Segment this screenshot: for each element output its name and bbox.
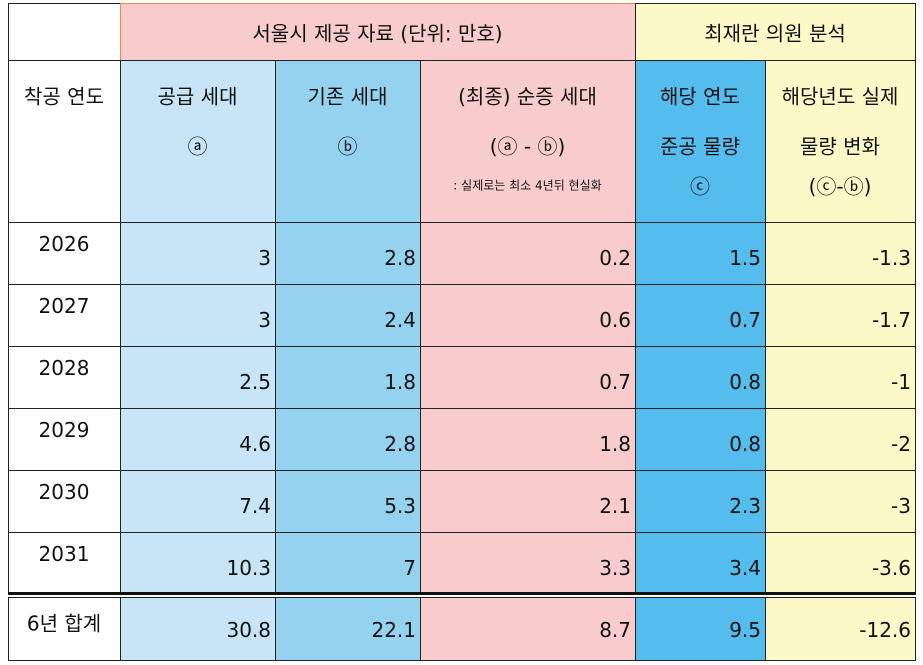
cell-value: 1.5 bbox=[729, 246, 761, 270]
table-cell bbox=[635, 408, 766, 471]
cell-value: 0.7 bbox=[729, 308, 761, 332]
table-cell bbox=[420, 284, 636, 347]
table-cell bbox=[635, 597, 766, 661]
cell-value: 3 bbox=[258, 308, 271, 332]
column-label: 준공 물량 bbox=[660, 134, 740, 159]
table-cell bbox=[420, 408, 636, 471]
column-header bbox=[120, 60, 276, 223]
column-label: ⓐ bbox=[187, 134, 208, 159]
table-cell bbox=[120, 346, 276, 409]
table-cell bbox=[635, 470, 766, 533]
cell-value: 7 bbox=[403, 556, 416, 580]
column-label: (최종) 순증 세대 bbox=[458, 84, 597, 109]
column-label: ⓑ bbox=[337, 134, 358, 159]
year-label: 2031 bbox=[38, 542, 90, 566]
table-cell bbox=[765, 346, 916, 409]
table-cell bbox=[8, 222, 121, 285]
table-cell bbox=[765, 597, 916, 661]
total-value: 22.1 bbox=[371, 618, 416, 642]
total-value: -12.6 bbox=[859, 618, 911, 642]
column-label: 공급 세대 bbox=[157, 84, 238, 109]
total-value: 9.5 bbox=[729, 618, 761, 642]
cell-value: 2.8 bbox=[384, 432, 416, 456]
year-label: 2026 bbox=[38, 232, 90, 256]
column-label: 착공 연도 bbox=[24, 84, 104, 109]
cell-value: 2.1 bbox=[599, 494, 631, 518]
year-label: 2028 bbox=[38, 356, 90, 380]
column-header bbox=[765, 60, 916, 223]
column-label: (ⓒ-ⓑ) bbox=[808, 174, 872, 199]
header-blank bbox=[8, 3, 121, 61]
table-cell bbox=[765, 532, 916, 595]
separator bbox=[8, 592, 916, 595]
column-header bbox=[420, 60, 636, 223]
column-label: ⓒ bbox=[690, 174, 710, 199]
table-cell bbox=[120, 597, 276, 661]
column-label: 기존 세대 bbox=[307, 84, 388, 109]
cell-value: 0.8 bbox=[729, 432, 761, 456]
cell-value: -3.6 bbox=[871, 556, 911, 580]
cell-value: 7.4 bbox=[239, 494, 271, 518]
group-header bbox=[635, 3, 916, 61]
column-label: (ⓐ - ⓑ) bbox=[489, 134, 566, 159]
cell-value: 3 bbox=[258, 246, 271, 270]
total-value: 30.8 bbox=[226, 618, 271, 642]
table-cell bbox=[635, 284, 766, 347]
total-value: 8.7 bbox=[599, 618, 631, 642]
column-header bbox=[275, 60, 421, 223]
group-header bbox=[120, 3, 636, 61]
table-cell bbox=[420, 470, 636, 533]
table-cell bbox=[275, 532, 421, 595]
table-cell bbox=[8, 408, 121, 471]
cell-value: 0.7 bbox=[599, 370, 631, 394]
cell-value: 3.4 bbox=[729, 556, 761, 580]
cell-value: 10.3 bbox=[226, 556, 271, 580]
cell-value: 1.8 bbox=[599, 432, 631, 456]
column-header bbox=[635, 60, 766, 223]
cell-value: 2.3 bbox=[729, 494, 761, 518]
table-cell bbox=[275, 222, 421, 285]
table-cell bbox=[765, 470, 916, 533]
cell-value: 2.8 bbox=[384, 246, 416, 270]
cell-value: -2 bbox=[891, 432, 911, 456]
column-label: 해당년도 실제 bbox=[781, 84, 899, 109]
cell-value: -1.3 bbox=[871, 246, 911, 270]
cell-value: 2.4 bbox=[384, 308, 416, 332]
table-cell bbox=[635, 222, 766, 285]
year-label: 2030 bbox=[38, 480, 90, 504]
table-cell bbox=[8, 346, 121, 409]
cell-value: 1.8 bbox=[384, 370, 416, 394]
cell-value: 3.3 bbox=[599, 556, 631, 580]
table-cell bbox=[765, 222, 916, 285]
table-cell bbox=[120, 532, 276, 595]
table-cell bbox=[635, 346, 766, 409]
cell-value: 5.3 bbox=[384, 494, 416, 518]
column-label: 해당 연도 bbox=[660, 84, 740, 109]
total-label: 6년 합계 bbox=[26, 611, 102, 636]
group-title: 최재란 의원 분석 bbox=[704, 21, 846, 46]
year-label: 2029 bbox=[38, 418, 90, 442]
column-label: 물량 변화 bbox=[800, 134, 880, 159]
table-cell bbox=[420, 597, 636, 661]
cell-value: 0.2 bbox=[599, 246, 631, 270]
table-cell bbox=[765, 284, 916, 347]
group-title: 서울시 제공 자료 (단위: 만호) bbox=[252, 21, 503, 46]
table-cell bbox=[120, 222, 276, 285]
cell-value: 2.5 bbox=[239, 370, 271, 394]
cell-value: -1 bbox=[891, 370, 911, 394]
cell-value: -3 bbox=[891, 494, 911, 518]
table-cell bbox=[8, 597, 121, 661]
cell-value: -1.7 bbox=[871, 308, 911, 332]
table-cell bbox=[120, 284, 276, 347]
year-label: 2027 bbox=[38, 294, 90, 318]
cell-value: 0.6 bbox=[599, 308, 631, 332]
cell-value: 4.6 bbox=[239, 432, 271, 456]
cell-value: 0.8 bbox=[729, 370, 761, 394]
column-label: : 실제로는 최소 4년뒤 현실화 bbox=[453, 178, 602, 193]
table-cell bbox=[275, 408, 421, 471]
